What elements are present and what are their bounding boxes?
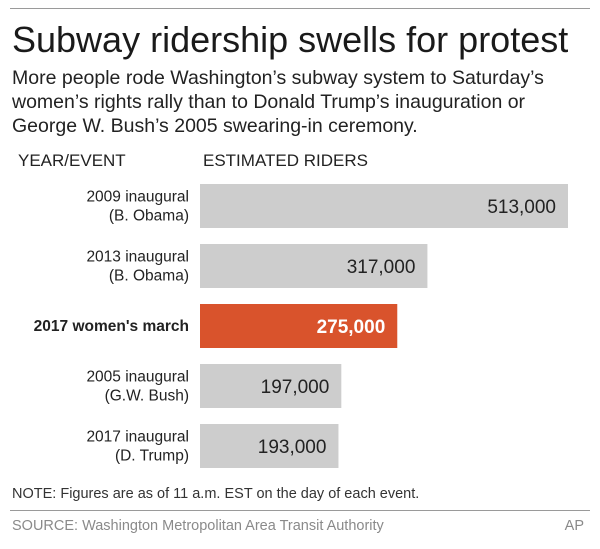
- chart-subtitle: More people rode Washington’s subway sys…: [12, 67, 544, 137]
- column-header-event: YEAR/EVENT: [18, 151, 126, 170]
- category-label: 2005 inaugural (G.W. Bush): [86, 369, 189, 405]
- bar-row: 2013 inaugural (B. Obama) 317,000: [86, 244, 428, 288]
- chart-source: SOURCE: Washington Metropolitan Area Tra…: [12, 518, 384, 534]
- bar-highlight: [200, 304, 398, 348]
- value-label: 317,000: [347, 257, 416, 278]
- bar-row: 2005 inaugural (G.W. Bush) 197,000: [86, 364, 342, 408]
- value-label: 197,000: [261, 377, 330, 398]
- bar-row: 2017 women's march 275,000: [34, 304, 398, 348]
- chart-credit: AP: [564, 518, 584, 534]
- category-label: 2017 inaugural (D. Trump): [86, 429, 189, 465]
- value-label: 275,000: [317, 317, 386, 338]
- column-header-riders: ESTIMATED RIDERS: [203, 151, 368, 170]
- chart-title: Subway ridership swells for protest: [12, 19, 569, 60]
- category-label: 2013 inaugural (B. Obama): [86, 249, 189, 285]
- category-label: 2009 inaugural (B. Obama): [86, 189, 189, 225]
- bar: [200, 424, 339, 468]
- bar-chart: 2009 inaugural (B. Obama) 513,000 2013 inau…: [34, 184, 568, 468]
- bar-row: 2009 inaugural (B. Obama) 513,000: [86, 184, 568, 228]
- chart-note: NOTE: Figures are as of 11 a.m. EST on t…: [12, 486, 420, 502]
- bar-row: 2017 inaugural (D. Trump) 193,000: [86, 424, 339, 468]
- bar: [200, 184, 568, 228]
- value-label: 513,000: [487, 197, 556, 218]
- category-label: 2017 women's march: [34, 318, 189, 335]
- top-rule: [10, 8, 590, 9]
- bar: [200, 364, 342, 408]
- bar: [200, 244, 428, 288]
- value-label: 193,000: [258, 437, 327, 458]
- bottom-rule: [10, 510, 590, 511]
